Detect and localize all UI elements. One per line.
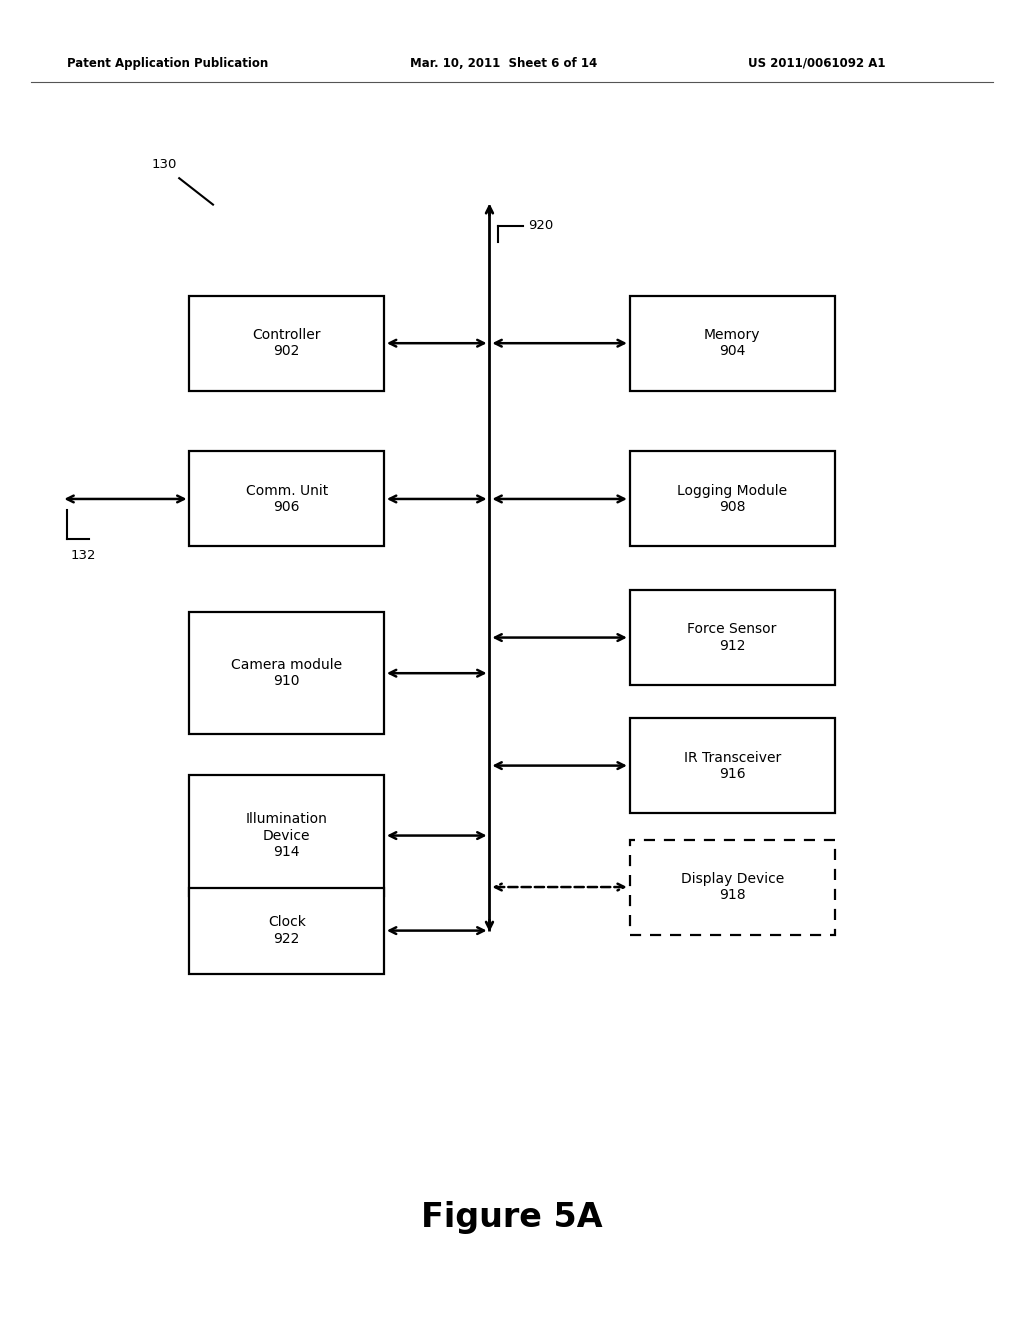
Text: Illumination
Device
914: Illumination Device 914 [246,812,328,859]
Text: Controller
902: Controller 902 [253,329,321,358]
Bar [630,840,835,935]
Text: US 2011/0061092 A1: US 2011/0061092 A1 [748,57,885,70]
Text: Clock
922: Clock 922 [268,916,305,945]
Bar [189,888,384,974]
Text: Camera module
910: Camera module 910 [231,659,342,688]
Text: Logging Module
908: Logging Module 908 [677,484,787,513]
Text: Memory
904: Memory 904 [703,329,761,358]
Text: Mar. 10, 2011  Sheet 6 of 14: Mar. 10, 2011 Sheet 6 of 14 [410,57,597,70]
Bar [189,451,384,546]
Bar [189,612,384,734]
Bar [630,296,835,391]
Text: Display Device
918: Display Device 918 [681,873,783,902]
Bar [189,775,384,896]
Text: 132: 132 [71,549,96,562]
Text: IR Transceiver
916: IR Transceiver 916 [684,751,780,780]
Bar [630,590,835,685]
Bar [189,296,384,391]
Text: Comm. Unit
906: Comm. Unit 906 [246,484,328,513]
Bar [630,451,835,546]
Bar [630,718,835,813]
Text: Figure 5A: Figure 5A [421,1201,603,1233]
Text: 920: 920 [528,219,554,232]
Text: Patent Application Publication: Patent Application Publication [67,57,268,70]
Text: 130: 130 [152,158,177,172]
Text: Force Sensor
912: Force Sensor 912 [687,623,777,652]
